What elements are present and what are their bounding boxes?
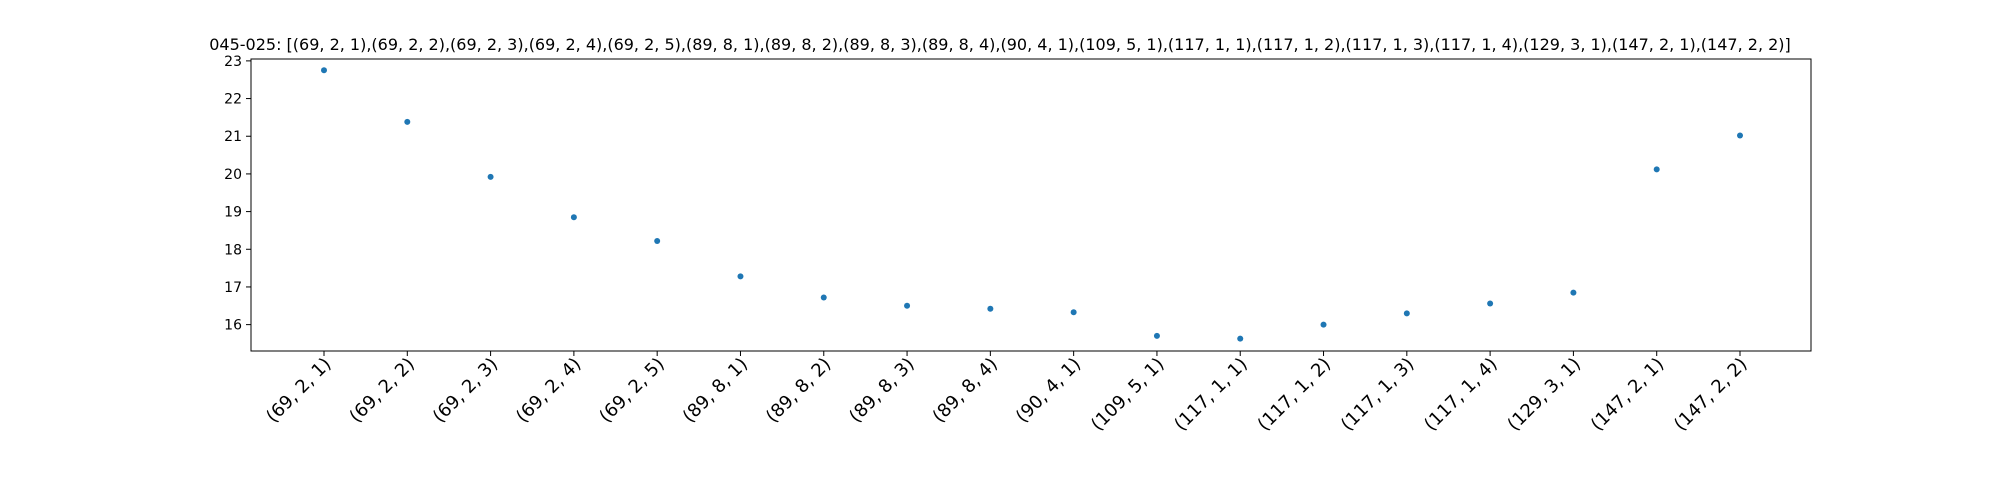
y-tick-label: 22 (224, 92, 242, 108)
data-point (904, 302, 911, 309)
y-tick-label: 16 (224, 318, 242, 334)
data-point (487, 173, 494, 180)
x-tick-label: (147, 2, 1) (1587, 354, 1668, 435)
data-point (654, 237, 661, 244)
y-tick-label: 20 (224, 167, 242, 183)
x-tick-label: (69, 2, 4) (512, 354, 585, 427)
x-tick-label: (89, 8, 3) (845, 354, 918, 427)
x-tick-label: (129, 3, 1) (1503, 354, 1584, 435)
data-point (1487, 300, 1494, 307)
data-point (1320, 321, 1327, 328)
x-tick-label: (89, 8, 4) (929, 354, 1002, 427)
data-point (737, 273, 744, 280)
x-tick-label: (147, 2, 2) (1670, 354, 1751, 435)
data-point (570, 214, 577, 221)
y-tick-label: 21 (224, 129, 242, 145)
x-tick-label: (69, 2, 2) (345, 354, 418, 427)
x-axis: (69, 2, 1) (69, 2, 2) (69, 2, 3) (69, 2, 4)… (262, 351, 1752, 435)
data-point (1737, 132, 1743, 139)
data-point (321, 67, 327, 74)
x-tick-label: (109, 5, 1) (1087, 354, 1168, 435)
x-tick-label: (69, 2, 3) (429, 354, 502, 427)
x-tick-label: (117, 1, 1) (1170, 354, 1251, 435)
x-tick-label: (89, 8, 1) (679, 354, 752, 427)
x-tick-label: (90, 4, 1) (1012, 354, 1085, 427)
data-point (1570, 289, 1577, 296)
x-tick-label: (89, 8, 2) (762, 354, 835, 427)
y-tick-label: 19 (224, 205, 242, 221)
data-point (1153, 332, 1160, 339)
data-points (321, 67, 1743, 342)
plot-frame (250, 58, 1812, 352)
data-point (1653, 166, 1660, 173)
x-tick-label: (117, 1, 4) (1420, 354, 1501, 435)
y-tick-label: 17 (224, 280, 242, 296)
data-point (404, 118, 411, 125)
x-tick-label: (69, 2, 5) (595, 354, 668, 427)
data-point (987, 305, 994, 312)
x-tick-label: (117, 1, 2) (1254, 354, 1335, 435)
y-tick-label: 18 (224, 242, 242, 258)
data-point (1070, 309, 1077, 316)
y-axis: 16 17 18 19 20 21 22 23 (224, 54, 251, 334)
data-point (820, 294, 827, 301)
y-tick-label: 23 (224, 54, 242, 70)
x-tick-label: (69, 2, 1) (262, 354, 335, 427)
x-tick-label: (117, 1, 3) (1337, 354, 1418, 435)
data-point (1237, 335, 1244, 342)
chart-title: 045-025: [(69, 2, 1),(69, 2, 2),(69, 2, … (209, 35, 1791, 54)
data-point (1403, 310, 1410, 317)
